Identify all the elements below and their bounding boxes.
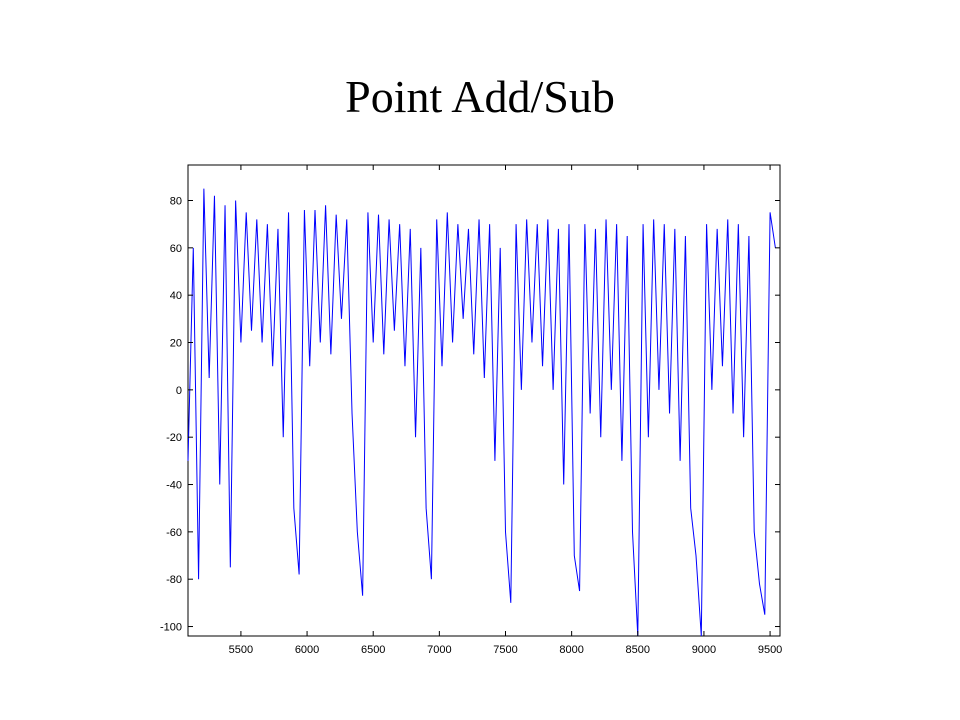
x-tick-label: 5500	[229, 644, 253, 656]
y-tick-label: 60	[170, 243, 182, 255]
y-tick-label: -40	[166, 480, 182, 492]
x-tick-label: 9500	[758, 644, 782, 656]
y-tick-label: 80	[170, 196, 182, 208]
data-line	[187, 188, 776, 637]
x-tick-label: 7000	[427, 644, 451, 656]
y-tick-label: -20	[166, 432, 182, 444]
axes-box	[187, 164, 781, 637]
y-tick-label: 0	[176, 385, 182, 397]
x-tick-label: 9000	[692, 644, 716, 656]
y-tick-label: -60	[166, 527, 182, 539]
x-tick-label: 7500	[493, 644, 517, 656]
y-tick-label: -100	[160, 622, 182, 634]
slide-title: Point Add/Sub	[345, 71, 615, 122]
x-tick-label: 6500	[361, 644, 385, 656]
x-tick-label: 8500	[626, 644, 650, 656]
y-tick-label: 20	[170, 338, 182, 350]
y-tick-label: 40	[170, 290, 182, 302]
x-tick-label: 6000	[295, 644, 319, 656]
x-tick-label: 8000	[559, 644, 583, 656]
y-tick-label: -80	[166, 574, 182, 586]
